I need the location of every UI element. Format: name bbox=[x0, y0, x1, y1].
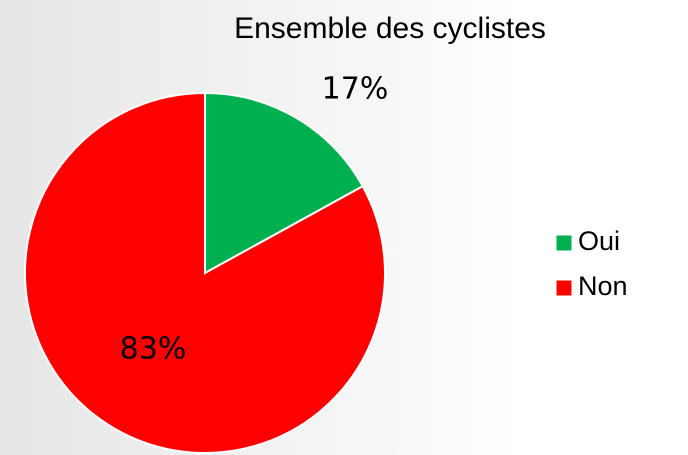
legend-label: Non bbox=[578, 271, 628, 301]
data-label: 83% bbox=[120, 332, 187, 367]
pie-slice bbox=[204, 91, 365, 275]
legend-swatch bbox=[555, 234, 573, 252]
chart-title: Ensemble des cyclistes bbox=[234, 12, 546, 45]
data-label: 17% bbox=[322, 72, 389, 107]
legend-swatch bbox=[555, 279, 573, 297]
pie-slice bbox=[24, 91, 386, 454]
legend-label: Oui bbox=[578, 226, 620, 256]
